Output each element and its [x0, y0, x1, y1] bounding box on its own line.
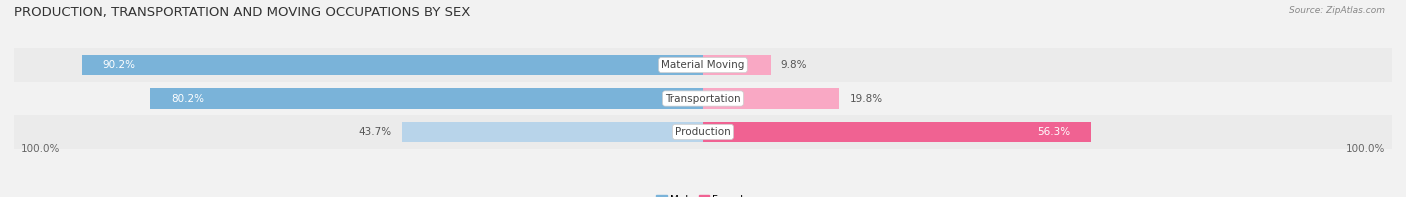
Text: Source: ZipAtlas.com: Source: ZipAtlas.com: [1289, 6, 1385, 15]
Text: 100.0%: 100.0%: [1346, 144, 1385, 154]
Text: 19.8%: 19.8%: [849, 94, 883, 103]
Bar: [150, 88, 703, 109]
Bar: [703, 88, 839, 109]
Bar: [703, 55, 770, 75]
Text: Transportation: Transportation: [665, 94, 741, 103]
Bar: [402, 122, 703, 142]
Bar: [14, 82, 1392, 115]
Text: 43.7%: 43.7%: [359, 127, 392, 137]
Text: 90.2%: 90.2%: [103, 60, 135, 70]
Text: PRODUCTION, TRANSPORTATION AND MOVING OCCUPATIONS BY SEX: PRODUCTION, TRANSPORTATION AND MOVING OC…: [14, 6, 471, 19]
Text: 80.2%: 80.2%: [172, 94, 204, 103]
Text: Production: Production: [675, 127, 731, 137]
Bar: [703, 122, 1091, 142]
Legend: Male, Female: Male, Female: [652, 191, 754, 197]
Bar: [14, 115, 1392, 149]
Text: 100.0%: 100.0%: [21, 144, 60, 154]
Text: Material Moving: Material Moving: [661, 60, 745, 70]
Bar: [14, 48, 1392, 82]
Text: 9.8%: 9.8%: [780, 60, 807, 70]
Text: 56.3%: 56.3%: [1038, 127, 1070, 137]
Bar: [82, 55, 703, 75]
